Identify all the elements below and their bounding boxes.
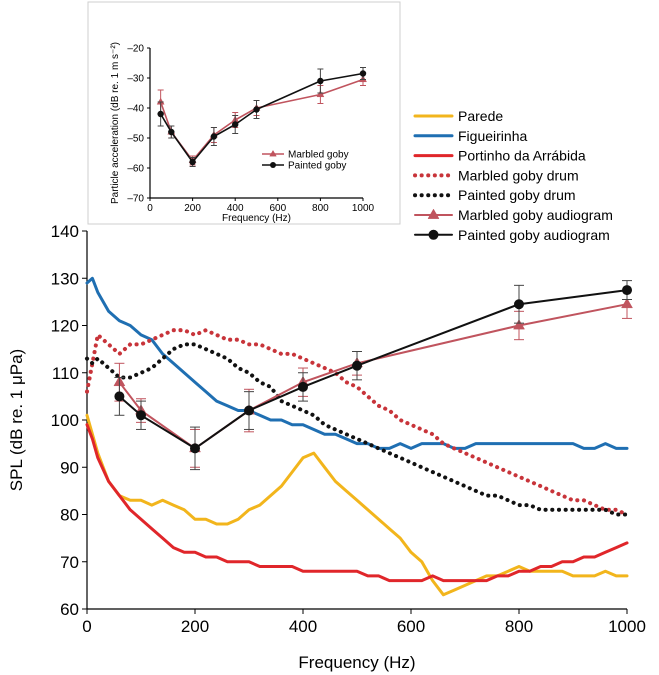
inset-y-axis-label: Particle acceleration (dB re. 1 m s⁻²) [110, 42, 121, 204]
inset-x-tick-label: 0 [147, 203, 153, 214]
main-line-painted-goby-audiogram [118, 289, 628, 450]
main-point [513, 319, 525, 330]
inset-point [359, 70, 367, 77]
main-point [136, 410, 146, 421]
inset-x-tick-label: 200 [184, 203, 201, 214]
main-y-tick-label: 140 [51, 222, 79, 241]
legend-item-painted-goby-drum: Painted goby drum [413, 187, 576, 203]
main-line-parede [85, 413, 629, 597]
main-series-parede [85, 413, 629, 597]
main-y-tick-label: 70 [60, 553, 79, 572]
inset-point [157, 110, 164, 118]
inset-x-tick-label: 800 [312, 203, 329, 214]
main-chart: 0 200 400 600 800 1000 60 70 80 90 100 110 120 130 140… [7, 222, 646, 672]
inset-x-axis-label: Frequency (Hz) [222, 213, 291, 224]
inset-point [189, 158, 196, 166]
inset-frame [87, 1, 401, 225]
legend-item-marbled-goby-audiogram: Marbled goby audiogram [414, 207, 613, 223]
legend-label: Painted goby drum [458, 187, 576, 203]
main-point [244, 405, 254, 416]
inset-y-tick-label: –50 [127, 134, 144, 145]
main-point [622, 285, 632, 296]
legend-label: Portinho da Arrábida [458, 148, 586, 164]
main-y-tick-label: 130 [51, 269, 79, 288]
main-x-tick-label: 800 [505, 617, 533, 636]
legend-item-painted-goby-audiogram: Painted goby audiogram [414, 227, 610, 243]
main-y-tick-label: 120 [51, 317, 79, 336]
main-point [621, 297, 633, 309]
main-x-tick-label: 0 [82, 617, 91, 636]
inset-x-tick-label: 400 [227, 203, 244, 214]
main-line-painted-goby-drum [84, 342, 630, 517]
main-series-figueirinha [85, 276, 629, 450]
main-y-axis-label: SPL (dB re. 1 μPa) [7, 349, 26, 491]
inset-point [168, 128, 175, 136]
main-point [352, 360, 362, 371]
inset-series-painted-goby [157, 67, 367, 167]
inset-chart: 0 200 400 600 800 1000 –70 –60 –50 –40 –30 –20 Frequ… [110, 42, 375, 224]
inset-legend-marker [269, 149, 277, 157]
inset-line-painted-goby [159, 72, 364, 163]
main-x-tick-label: 200 [181, 617, 209, 636]
inset-point [316, 90, 325, 98]
inset-legend-marker [270, 162, 276, 168]
main-x-tick-label: 1000 [608, 617, 646, 636]
inset-x-tick-label: 600 [269, 203, 286, 214]
main-y-tick-label: 60 [60, 600, 79, 619]
main-series-portinho-da-arr-bida [85, 423, 629, 583]
inset-point [210, 133, 218, 140]
main-line-marbled-goby-drum [84, 328, 630, 517]
inset-y-tick-label: –40 [127, 104, 144, 115]
main-legend: Parede Figueirinha Portinho da Arrábida Mar… [413, 108, 613, 243]
inset-point [317, 77, 324, 85]
inset-legend-label: Painted goby [288, 161, 346, 172]
inset-legend-item-marbled-goby: Marbled goby [262, 150, 349, 161]
legend-item-figueirinha: Figueirinha [413, 128, 527, 144]
main-series-marbled-goby-drum [84, 328, 630, 517]
main-point [190, 443, 200, 454]
inset-y-tick-label: –20 [127, 44, 144, 55]
legend-item-portinho-da-arr-bida: Portinho da Arrábida [413, 148, 586, 164]
legend-label: Painted goby audiogram [458, 227, 610, 243]
main-series-painted-goby-audiogram [114, 280, 632, 471]
legend-item-parede: Parede [413, 108, 503, 124]
legend-label: Figueirinha [458, 128, 527, 144]
main-y-tick-label: 100 [51, 411, 79, 430]
main-x-axis-label: Frequency (Hz) [298, 653, 415, 672]
legend-label: Marbled goby audiogram [458, 207, 613, 223]
main-line-marbled-goby-audiogram [118, 303, 628, 450]
main-y-tick-label: 110 [52, 364, 79, 383]
main-point [298, 381, 308, 392]
inset-legend-item-painted-goby: Painted goby [262, 161, 346, 172]
main-line-figueirinha [85, 276, 629, 450]
inset-point [253, 106, 260, 113]
legend-marker [428, 229, 439, 240]
main-point [114, 391, 125, 402]
legend-marker [427, 208, 440, 219]
legend-item-marbled-goby-drum: Marbled goby drum [413, 167, 579, 183]
main-y-tick-label: 90 [60, 458, 79, 477]
inset-x-tick-label: 1000 [352, 203, 375, 214]
legend-label: Marbled goby drum [458, 167, 579, 183]
inset-y-tick-label: –60 [127, 164, 144, 175]
inset-y-tick-label: –70 [127, 194, 144, 205]
main-point [514, 299, 524, 310]
main-x-tick-label: 600 [397, 617, 425, 636]
main-y-tick-label: 80 [60, 506, 79, 525]
inset-point [232, 121, 239, 128]
inset-y-tick-label: –30 [127, 74, 144, 85]
inset-legend-label: Marbled goby [288, 150, 349, 161]
main-series-painted-goby-drum [84, 342, 630, 517]
legend-label: Parede [458, 108, 503, 124]
main-x-tick-label: 400 [289, 617, 317, 636]
main-line-portinho-da-arr-bida [85, 423, 629, 583]
